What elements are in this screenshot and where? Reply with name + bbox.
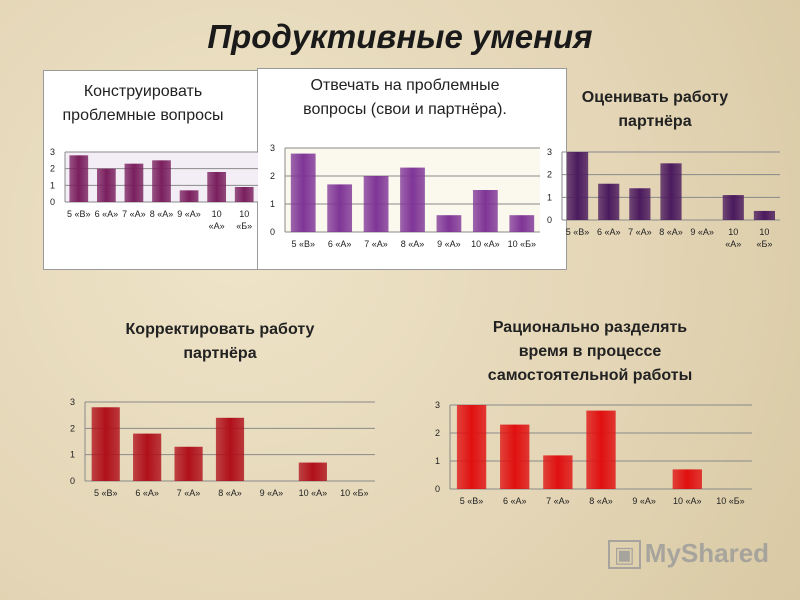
x-tick-label: 9 «А» (177, 209, 201, 219)
x-tick-label: 8 «А» (589, 496, 613, 506)
x-tick-label: 10 «Б» (716, 496, 744, 506)
y-tick-label: 0 (270, 227, 275, 237)
y-tick-label: 1 (547, 192, 552, 202)
chart-2-title: Отвечать на проблемные вопросы (свои и п… (303, 77, 507, 118)
y-tick-label: 2 (70, 423, 75, 433)
y-tick-label: 1 (70, 450, 75, 460)
chart-5-title: Рационально разделять время в процессе с… (487, 319, 693, 384)
x-tick-label: 10 «А» (673, 496, 702, 506)
bar (629, 188, 651, 220)
x-tick-label: 7 «А» (628, 227, 652, 237)
y-tick-label: 2 (435, 428, 440, 438)
bar (298, 462, 327, 481)
y-tick-label: 2 (270, 171, 275, 181)
bar (179, 190, 199, 202)
x-tick-label: 9 «А» (632, 496, 656, 506)
bar (672, 469, 702, 489)
chart-5: 0 1 2 3 5 «В» 6 «А» 7 «А» 8 «А» 9 «А» 10 «А» 10 «Б… (435, 400, 752, 506)
x-tick-label: 8 «А» (218, 488, 242, 498)
x-tick-label: 6 «А» (95, 209, 119, 219)
y-tick-label: 2 (547, 170, 552, 180)
chart-1-title: Конструировать проблемные вопросы (62, 83, 224, 124)
bar (207, 172, 227, 202)
bar (436, 215, 462, 232)
x-tick-label: 7 «А» (177, 488, 201, 498)
x-tick-label: 10 «А» (209, 209, 225, 231)
chart-3-title: Оценивать работу партнёра (581, 89, 729, 130)
watermark-logo: ▣ MyShared (608, 538, 769, 569)
y-tick-label: 3 (435, 400, 440, 410)
bar (327, 184, 353, 232)
bar (660, 163, 682, 220)
y-tick-label: 3 (50, 147, 55, 157)
x-tick-label: 6 «А» (597, 227, 621, 237)
bar (91, 407, 120, 481)
bar (586, 410, 616, 489)
bar (69, 155, 89, 202)
bar (174, 446, 203, 481)
bar (234, 187, 254, 202)
y-tick-label: 0 (435, 484, 440, 494)
bar (215, 417, 245, 481)
chart-4: 0 1 2 3 5 «В» 6 «А» 7 «А» 8 «А» 9 «А» 10 «А» 10 «Б… (70, 397, 375, 498)
y-tick-label: 1 (435, 456, 440, 466)
chart-3: 0 1 2 3 5 «В» 6 «А» 7 «А» 8 «А» 9 «А» 10 «А» 10 «Б» (547, 147, 780, 249)
bar (124, 163, 144, 202)
bar (456, 405, 487, 489)
x-tick-label: 8 «А» (401, 239, 425, 249)
bar (500, 424, 530, 489)
bar (509, 215, 535, 232)
x-tick-label: 10 «А» (299, 488, 328, 498)
x-tick-label: 7 «А» (122, 209, 146, 219)
bar (400, 167, 425, 232)
x-tick-label: 7 «А» (364, 239, 388, 249)
y-tick-label: 3 (270, 143, 275, 153)
bar (363, 176, 389, 232)
y-tick-label: 0 (70, 476, 75, 486)
x-tick-label: 10 «Б» (508, 239, 536, 249)
x-tick-label: 7 «А» (546, 496, 570, 506)
y-tick-label: 3 (547, 147, 552, 157)
x-tick-label: 6 «А» (503, 496, 527, 506)
x-tick-label: 9 «А» (690, 227, 714, 237)
bar (472, 190, 498, 232)
x-tick-label: 10 «А» (725, 227, 741, 249)
chart-4-title: Корректировать работу партнёра (125, 321, 315, 362)
y-tick-label: 0 (547, 215, 552, 225)
bar (543, 455, 573, 489)
x-tick-label: 8 «А» (150, 209, 174, 219)
x-tick-label: 5 «В» (291, 239, 315, 249)
bar (96, 168, 116, 202)
y-tick-label: 3 (70, 397, 75, 407)
x-tick-label: 5 «В» (67, 209, 91, 219)
bar (152, 160, 171, 202)
chart-2: 0 1 2 3 5 «В» 6 «А» 7 «А» 8 «А» 9 «А» 10 «А» 10 «Б… (270, 143, 540, 249)
y-tick-label: 1 (50, 180, 55, 190)
bar (290, 153, 316, 232)
bar (133, 433, 162, 481)
y-tick-label: 0 (50, 197, 55, 207)
bar (598, 183, 620, 220)
x-tick-label: 10 «Б» (236, 209, 252, 231)
bar (753, 210, 776, 220)
bar (566, 152, 589, 220)
x-tick-label: 10 «Б» (756, 227, 772, 249)
x-tick-label: 5 «В» (566, 227, 590, 237)
watermark-text: MyShared (644, 538, 770, 568)
chart-1: 0 1 2 3 5 «В» 6 «А» 7 «А» 8 «А» 9 «А» 10 «А» 10 «Б» (50, 147, 258, 231)
y-tick-label: 2 (50, 164, 55, 174)
x-tick-label: 10 «А» (471, 239, 500, 249)
x-tick-label: 5 «В» (460, 496, 484, 506)
x-tick-label: 9 «А» (437, 239, 461, 249)
x-tick-label: 5 «В» (94, 488, 118, 498)
slide-title: Продуктивные умения (207, 18, 593, 55)
bar (722, 195, 744, 220)
x-tick-label: 8 «А» (659, 227, 683, 237)
x-tick-label: 9 «А» (260, 488, 284, 498)
presentation-icon: ▣ (608, 540, 641, 569)
x-tick-label: 6 «А» (135, 488, 159, 498)
x-tick-label: 10 «Б» (340, 488, 368, 498)
x-tick-label: 6 «А» (328, 239, 352, 249)
y-tick-label: 1 (270, 199, 275, 209)
